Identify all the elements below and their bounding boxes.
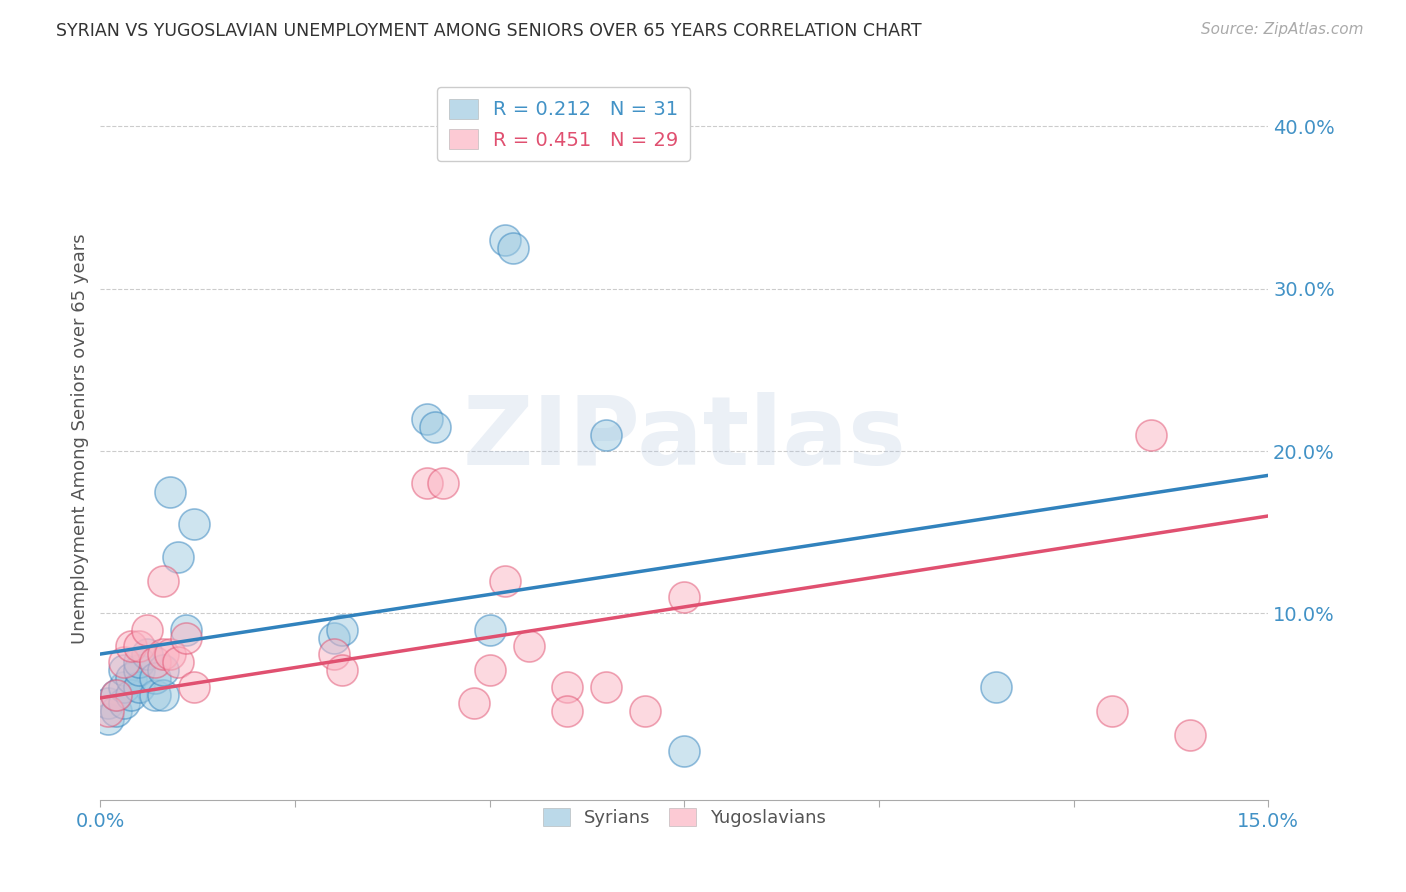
Point	[673, 744, 696, 758]
Point	[112, 680, 135, 694]
Text: ZIPatlas: ZIPatlas	[463, 392, 907, 485]
Point	[136, 647, 159, 661]
Point	[1180, 728, 1202, 742]
Point	[104, 688, 127, 702]
Point	[432, 476, 454, 491]
Point	[1140, 427, 1163, 442]
Point	[183, 680, 205, 694]
Point	[174, 623, 197, 637]
Point	[595, 680, 617, 694]
Text: Source: ZipAtlas.com: Source: ZipAtlas.com	[1201, 22, 1364, 37]
Point	[494, 574, 516, 588]
Point	[128, 680, 150, 694]
Point	[423, 419, 446, 434]
Point	[97, 712, 120, 726]
Point	[174, 631, 197, 645]
Point	[557, 680, 579, 694]
Point	[121, 688, 143, 702]
Point	[322, 631, 344, 645]
Point	[152, 647, 174, 661]
Point	[159, 484, 181, 499]
Point	[1101, 704, 1123, 718]
Point	[143, 655, 166, 669]
Point	[128, 655, 150, 669]
Point	[143, 688, 166, 702]
Point	[517, 639, 540, 653]
Point	[152, 663, 174, 677]
Y-axis label: Unemployment Among Seniors over 65 years: Unemployment Among Seniors over 65 years	[72, 234, 89, 644]
Point	[128, 663, 150, 677]
Point	[167, 655, 190, 669]
Point	[104, 704, 127, 718]
Point	[152, 574, 174, 588]
Point	[112, 655, 135, 669]
Point	[128, 639, 150, 653]
Point	[121, 639, 143, 653]
Point	[478, 623, 501, 637]
Point	[104, 688, 127, 702]
Legend: Syrians, Yugoslavians: Syrians, Yugoslavians	[536, 801, 834, 835]
Point	[112, 696, 135, 710]
Point	[152, 688, 174, 702]
Point	[494, 233, 516, 247]
Point	[159, 647, 181, 661]
Point	[463, 696, 485, 710]
Point	[984, 680, 1007, 694]
Point	[322, 647, 344, 661]
Point	[595, 427, 617, 442]
Point	[167, 549, 190, 564]
Point	[97, 704, 120, 718]
Text: SYRIAN VS YUGOSLAVIAN UNEMPLOYMENT AMONG SENIORS OVER 65 YEARS CORRELATION CHART: SYRIAN VS YUGOSLAVIAN UNEMPLOYMENT AMONG…	[56, 22, 922, 40]
Point	[97, 696, 120, 710]
Point	[143, 672, 166, 686]
Point	[478, 663, 501, 677]
Point	[183, 517, 205, 532]
Point	[416, 476, 439, 491]
Point	[634, 704, 657, 718]
Point	[416, 411, 439, 425]
Point	[502, 241, 524, 255]
Point	[673, 590, 696, 604]
Point	[557, 704, 579, 718]
Point	[112, 663, 135, 677]
Point	[121, 672, 143, 686]
Point	[330, 623, 353, 637]
Point	[136, 623, 159, 637]
Point	[330, 663, 353, 677]
